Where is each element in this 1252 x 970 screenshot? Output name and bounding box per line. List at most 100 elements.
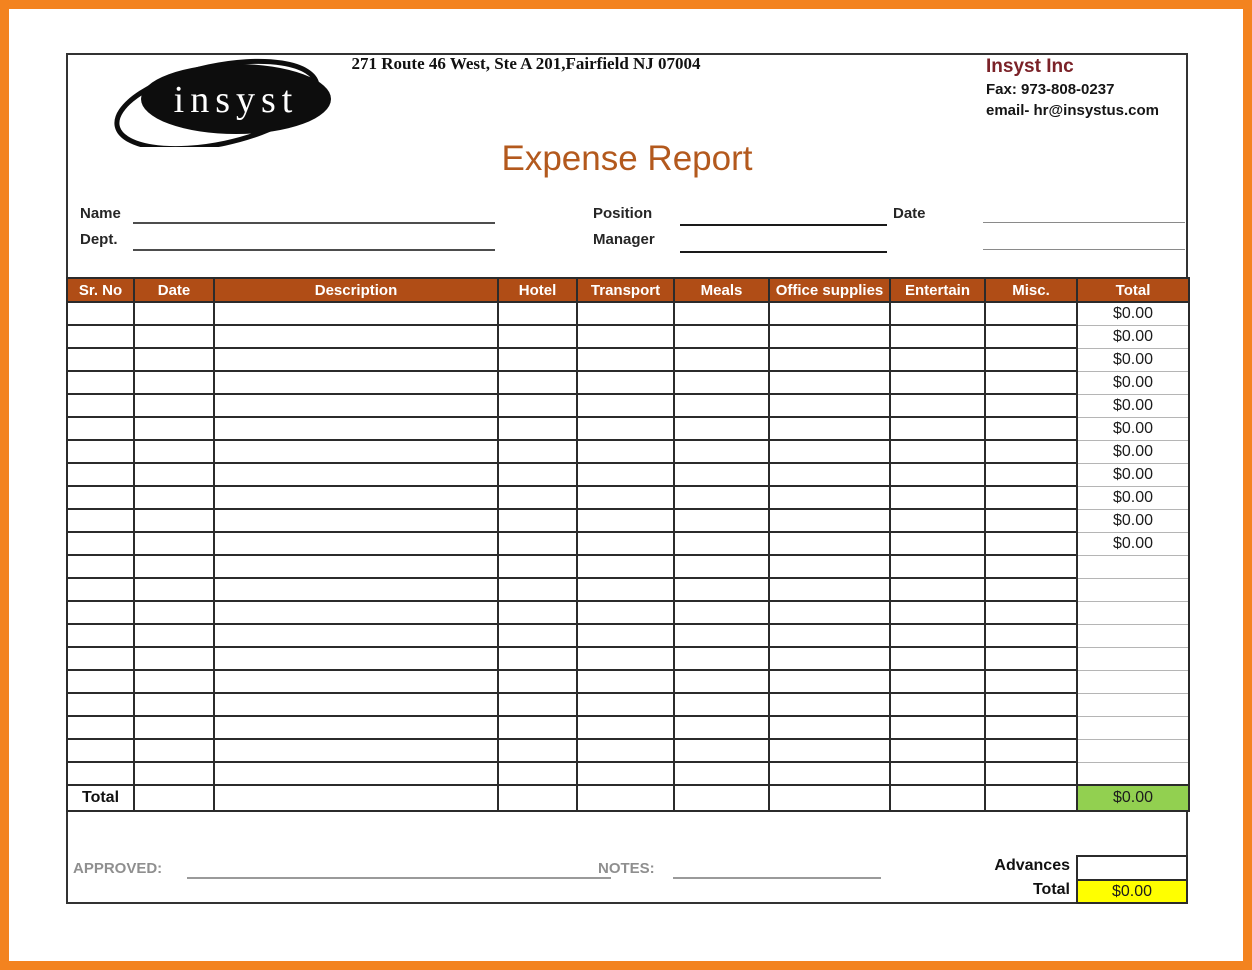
table-cell[interactable]: [213, 324, 499, 349]
table-cell[interactable]: [673, 416, 770, 441]
table-cell[interactable]: [213, 623, 499, 648]
table-cell[interactable]: [673, 784, 770, 812]
table-cell[interactable]: [213, 347, 499, 372]
table-cell[interactable]: [66, 324, 135, 349]
table-cell[interactable]: [66, 715, 135, 740]
table-cell[interactable]: [133, 531, 215, 556]
table-cell[interactable]: [673, 370, 770, 395]
table-cell[interactable]: [673, 347, 770, 372]
table-cell[interactable]: [1076, 554, 1190, 579]
table-cell[interactable]: [768, 554, 891, 579]
table-cell[interactable]: [889, 646, 986, 671]
table-cell[interactable]: [984, 439, 1078, 464]
table-cell[interactable]: [497, 715, 578, 740]
table-cell[interactable]: [576, 508, 675, 533]
table-cell[interactable]: [673, 577, 770, 602]
table-cell[interactable]: [497, 416, 578, 441]
table-cell[interactable]: [133, 485, 215, 510]
table-cell[interactable]: [1076, 692, 1190, 717]
table-cell[interactable]: [576, 623, 675, 648]
table-cell[interactable]: [673, 393, 770, 418]
table-cell[interactable]: [133, 577, 215, 602]
table-cell[interactable]: [497, 600, 578, 625]
table-cell[interactable]: [984, 600, 1078, 625]
table-cell[interactable]: [576, 646, 675, 671]
total-row-value-cell[interactable]: $0.00: [1076, 784, 1190, 812]
table-cell[interactable]: [768, 646, 891, 671]
table-cell[interactable]: [497, 646, 578, 671]
table-cell[interactable]: [576, 485, 675, 510]
table-cell[interactable]: [497, 462, 578, 487]
table-cell[interactable]: [66, 301, 135, 326]
table-cell[interactable]: [213, 439, 499, 464]
table-cell[interactable]: [984, 508, 1078, 533]
table-cell[interactable]: [497, 485, 578, 510]
table-cell[interactable]: [576, 577, 675, 602]
table-cell[interactable]: [133, 439, 215, 464]
table-cell[interactable]: [768, 715, 891, 740]
table-cell[interactable]: [673, 623, 770, 648]
table-cell[interactable]: [497, 692, 578, 717]
table-cell[interactable]: [984, 715, 1078, 740]
table-cell[interactable]: [889, 761, 986, 786]
table-cell[interactable]: [133, 462, 215, 487]
table-cell[interactable]: [66, 531, 135, 556]
table-cell[interactable]: [984, 692, 1078, 717]
table-cell[interactable]: [673, 462, 770, 487]
table-cell[interactable]: [984, 577, 1078, 602]
name-field-line[interactable]: [133, 222, 495, 224]
advances-value-cell[interactable]: [1076, 855, 1188, 881]
table-cell[interactable]: [768, 738, 891, 763]
table-cell[interactable]: [133, 347, 215, 372]
table-cell[interactable]: [133, 623, 215, 648]
table-cell[interactable]: [889, 577, 986, 602]
table-cell[interactable]: [213, 600, 499, 625]
table-cell[interactable]: [133, 324, 215, 349]
table-cell[interactable]: [768, 577, 891, 602]
table-cell[interactable]: [497, 439, 578, 464]
table-cell[interactable]: [984, 646, 1078, 671]
table-cell[interactable]: [984, 485, 1078, 510]
table-cell[interactable]: [984, 761, 1078, 786]
table-cell[interactable]: [984, 301, 1078, 326]
table-cell[interactable]: $0.00: [1076, 324, 1190, 349]
table-cell[interactable]: [984, 554, 1078, 579]
table-cell[interactable]: [213, 508, 499, 533]
table-cell[interactable]: [768, 324, 891, 349]
table-cell[interactable]: [213, 646, 499, 671]
table-cell[interactable]: [984, 669, 1078, 694]
table-cell[interactable]: [133, 370, 215, 395]
table-cell[interactable]: [497, 324, 578, 349]
table-cell[interactable]: [497, 784, 578, 812]
final-total-value-cell[interactable]: $0.00: [1076, 879, 1188, 904]
table-cell[interactable]: [576, 761, 675, 786]
table-cell[interactable]: [66, 600, 135, 625]
table-cell[interactable]: [497, 623, 578, 648]
table-cell[interactable]: [66, 577, 135, 602]
table-cell[interactable]: [768, 692, 891, 717]
table-cell[interactable]: [673, 554, 770, 579]
table-cell[interactable]: [984, 370, 1078, 395]
table-cell[interactable]: [768, 784, 891, 812]
table-cell[interactable]: [213, 531, 499, 556]
table-cell[interactable]: [576, 715, 675, 740]
table-cell[interactable]: [213, 462, 499, 487]
table-cell[interactable]: [768, 301, 891, 326]
table-cell[interactable]: [768, 416, 891, 441]
table-cell[interactable]: [889, 738, 986, 763]
table-cell[interactable]: [213, 393, 499, 418]
table-cell[interactable]: [133, 646, 215, 671]
table-cell[interactable]: [768, 485, 891, 510]
table-cell[interactable]: [213, 715, 499, 740]
table-cell[interactable]: [768, 669, 891, 694]
table-cell[interactable]: [984, 738, 1078, 763]
table-cell[interactable]: [673, 324, 770, 349]
table-cell[interactable]: [133, 600, 215, 625]
table-cell[interactable]: [213, 485, 499, 510]
table-cell[interactable]: [576, 416, 675, 441]
table-cell[interactable]: [673, 301, 770, 326]
table-cell[interactable]: [66, 416, 135, 441]
table-cell[interactable]: $0.00: [1076, 531, 1190, 556]
table-cell[interactable]: [213, 761, 499, 786]
table-cell[interactable]: $0.00: [1076, 393, 1190, 418]
